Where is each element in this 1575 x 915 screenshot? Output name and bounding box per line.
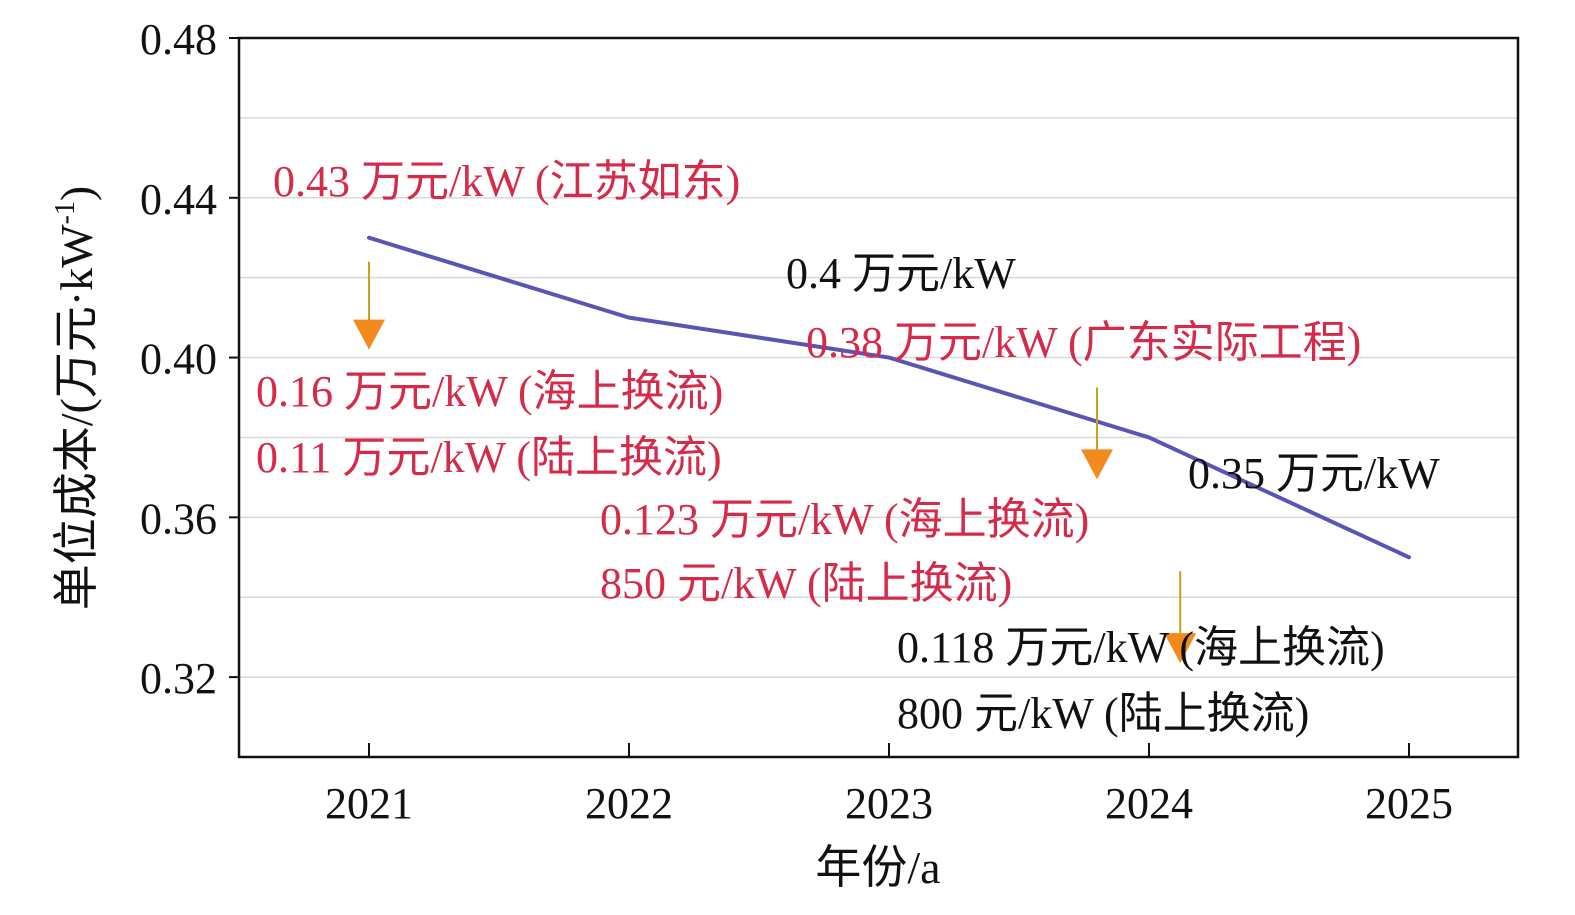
annotation-label: 0.16 万元/kW (海上换流) bbox=[256, 367, 723, 416]
x-tick-label: 2022 bbox=[585, 779, 673, 828]
arrow-head bbox=[1081, 449, 1113, 480]
y-axis-title: 单位成本/(万元·kW-1) bbox=[50, 186, 102, 611]
x-axis-title: 年份/a bbox=[815, 842, 940, 893]
y-tick-label: 0.36 bbox=[140, 494, 217, 543]
plot-frame bbox=[237, 36, 1520, 759]
y-axis-title-superscript: -1 bbox=[50, 201, 81, 224]
arrow-head bbox=[353, 319, 385, 350]
annotation-label: 0.118 万元/kW (海上换流) bbox=[897, 623, 1385, 672]
y-tick-label: 0.44 bbox=[140, 175, 217, 224]
x-tick-label: 2023 bbox=[845, 779, 933, 828]
annotation-layer: 0.43 万元/kW (江苏如东) 0.16 万元/kW (海上换流) 0.11 万… bbox=[256, 157, 1440, 738]
annotation-label: 0.43 万元/kW (江苏如东) bbox=[273, 157, 740, 206]
y-axis-title-main: 单位成本/(万元·kW bbox=[51, 224, 102, 610]
annotation-label: 0.4 万元/kW bbox=[786, 249, 1016, 298]
annotation-label: 800 元/kW (陆上换流) bbox=[897, 689, 1309, 738]
arrow-head bbox=[1164, 633, 1197, 664]
x-tick-label: 2025 bbox=[1365, 779, 1453, 828]
y-tick-label: 0.40 bbox=[140, 335, 217, 384]
arrow-layer bbox=[353, 261, 1197, 664]
y-axis-title-close: ) bbox=[51, 186, 102, 201]
x-tick-label: 2024 bbox=[1105, 779, 1193, 828]
axis-ticks: 0.32 0.36 0.40 0.44 0.48 2021 2022 2023 2024 2025 bbox=[140, 15, 1453, 828]
annotation-label: 0.11 万元/kW (陆上换流) bbox=[256, 433, 722, 482]
annotation-label: 0.35 万元/kW bbox=[1188, 449, 1440, 498]
annotation-label: 0.123 万元/kW (海上换流) bbox=[600, 495, 1089, 544]
annotation-label: 850 元/kW (陆上换流) bbox=[600, 559, 1012, 608]
series-layer bbox=[367, 235, 1411, 560]
x-tick-label: 2021 bbox=[325, 779, 413, 828]
y-tick-label: 0.48 bbox=[140, 15, 217, 64]
annotation-label: 0.38 万元/kW (广东实际工程) bbox=[806, 318, 1361, 367]
y-tick-label: 0.32 bbox=[140, 654, 217, 703]
